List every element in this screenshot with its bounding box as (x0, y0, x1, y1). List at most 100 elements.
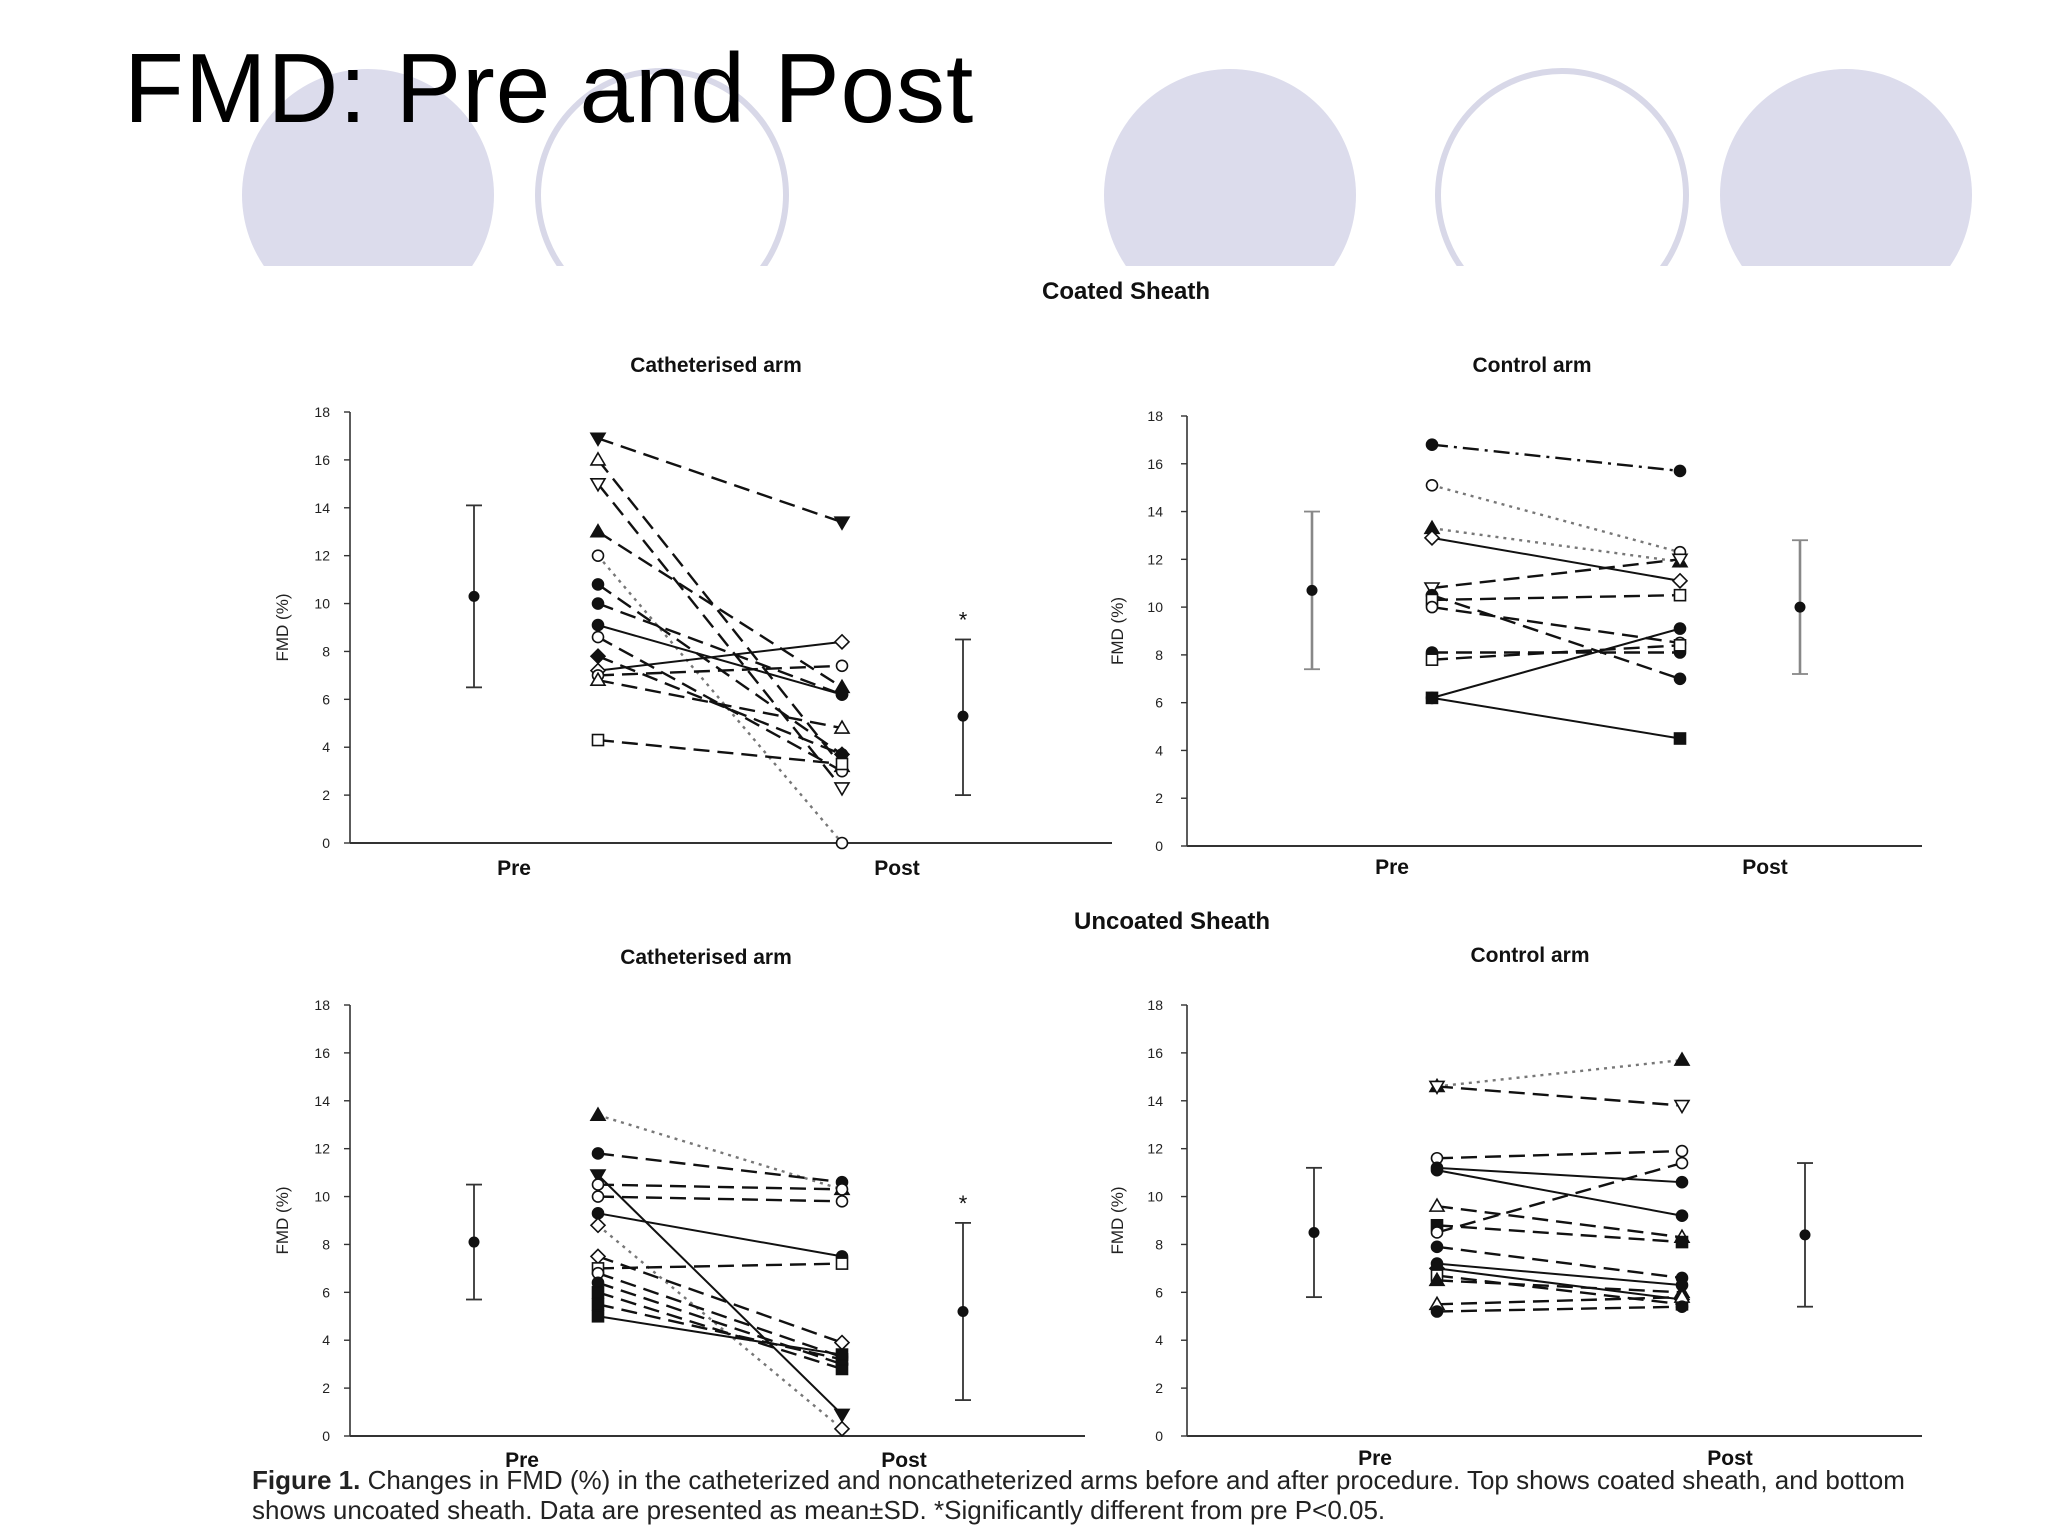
subject-line (597, 437, 843, 524)
mean-sd-post (955, 1221, 971, 1401)
subject-point-post (1673, 639, 1687, 652)
y-tick-label: 4 (322, 739, 330, 755)
subject-line (1436, 1058, 1683, 1088)
subject-point-pre (1430, 1163, 1444, 1177)
subject-series (1425, 438, 1687, 478)
subject-point-post (1675, 1235, 1689, 1249)
subject-point-post (835, 1257, 849, 1270)
subject-series (1425, 622, 1687, 705)
y-tick-label: 0 (322, 835, 330, 851)
subject-series (591, 1190, 849, 1208)
subject-series (1428, 1080, 1691, 1115)
section-title-uncoated: Uncoated Sheath (1073, 908, 1271, 935)
y-tick-label: 8 (322, 643, 330, 659)
y-tick-label: 8 (1155, 647, 1163, 663)
subject-point-pre (589, 671, 607, 686)
subject-point-post (835, 836, 849, 850)
subject-point-pre (591, 1298, 605, 1311)
subject-point-pre (1430, 1226, 1444, 1239)
subject-series (591, 1147, 849, 1189)
subject-point-pre (1425, 691, 1439, 705)
category-label-post: Post (874, 857, 920, 880)
y-tick-label: 10 (1147, 599, 1163, 615)
decor-filled-circle (1720, 69, 1972, 266)
y-tick-label: 18 (1147, 408, 1163, 424)
subject-series (589, 1169, 851, 1424)
y-tick-label: 0 (1155, 1428, 1163, 1444)
subject-series (589, 1248, 851, 1351)
subject-series (1430, 1161, 1689, 1189)
y-tick-label: 6 (322, 691, 330, 707)
subject-series (1430, 1300, 1689, 1318)
subject-point-pre (591, 1190, 605, 1203)
subject-point-pre (589, 1248, 607, 1265)
y-tick-label: 12 (1147, 1141, 1163, 1157)
subject-line (1431, 644, 1681, 661)
subject-line (597, 1212, 843, 1258)
subject-line (1431, 443, 1681, 473)
subject-line (1436, 1279, 1683, 1294)
subject-line (597, 459, 843, 768)
mean-sd-pre (1304, 510, 1320, 671)
subject-line (1431, 627, 1681, 699)
subject-point-post (833, 1420, 851, 1437)
subject-line (597, 664, 843, 677)
subject-point-post (835, 1183, 849, 1196)
mean-point (468, 590, 480, 602)
category-label-pre: Pre (505, 1449, 539, 1472)
mean-sd-pre (1306, 1166, 1322, 1299)
subject-point-post (1673, 464, 1687, 478)
subject-line (597, 1281, 843, 1366)
subject-series (1425, 639, 1687, 666)
panel-title: Control arm (1470, 944, 1589, 967)
subject-point-pre (1425, 653, 1439, 666)
mean-point (1799, 1229, 1811, 1241)
subject-series (1428, 1051, 1691, 1093)
y-tick-label: 14 (314, 500, 330, 516)
subject-series (1425, 588, 1687, 607)
subject-series (1428, 1288, 1691, 1311)
mean-point (1794, 601, 1806, 613)
chart-panel-4: Control arm 0 2 4 6 8 10 12 14 16 18 FMD (%) Pre Post (1108, 944, 1922, 1470)
panel-title: Catheterised arm (620, 946, 792, 969)
section-title-coated: Coated Sheath (1041, 278, 1211, 305)
subject-point-pre (591, 618, 605, 632)
subject-line (1431, 558, 1681, 590)
subject-point-pre (591, 549, 605, 562)
subject-series (591, 549, 849, 850)
subject-point-post (835, 1195, 849, 1208)
y-tick-label: 12 (1147, 551, 1163, 567)
subject-line (1431, 536, 1681, 582)
subject-line (597, 624, 843, 696)
subject-point-pre (591, 597, 605, 610)
subject-line (1436, 1224, 1683, 1244)
subject-point-pre (1425, 438, 1439, 451)
decor-filled-circle (1104, 69, 1356, 266)
subject-line (1436, 1262, 1683, 1287)
subject-point-pre (1430, 1240, 1444, 1254)
subject-line (597, 1224, 843, 1430)
y-tick-label: 14 (1147, 504, 1163, 520)
subject-series (1430, 1240, 1689, 1285)
subject-series (591, 1178, 849, 1196)
subject-point-post (835, 1348, 849, 1361)
subject-line (597, 679, 843, 730)
subject-point-pre (1430, 1305, 1444, 1318)
y-tick-label: 0 (322, 1428, 330, 1444)
subject-series (591, 1257, 849, 1275)
subject-series (589, 1217, 851, 1437)
subject-series (1425, 600, 1687, 650)
subject-series (1430, 1163, 1689, 1223)
y-tick-label: 6 (1155, 695, 1163, 711)
y-tick-label: 4 (1155, 1332, 1163, 1348)
subject-series (589, 671, 851, 734)
subject-point-pre (1423, 529, 1441, 546)
mean-point (957, 710, 969, 722)
decor-ring-circle (1435, 68, 1689, 266)
subject-point-pre (589, 1106, 607, 1121)
category-label-pre: Pre (1375, 856, 1409, 879)
subject-point-post (835, 688, 849, 701)
subject-point-post (833, 719, 851, 734)
y-tick-label: 18 (314, 404, 330, 420)
